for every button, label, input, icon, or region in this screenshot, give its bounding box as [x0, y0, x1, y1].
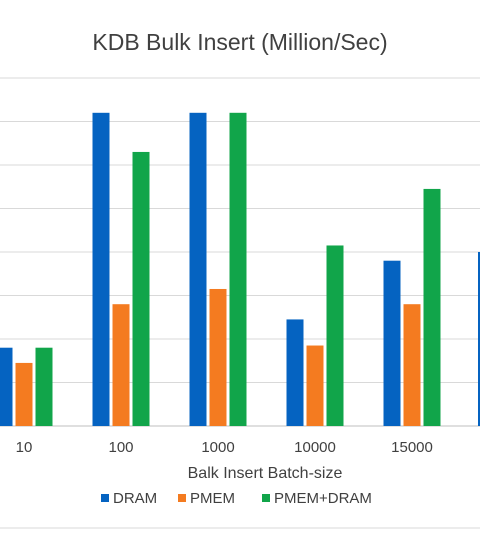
- chart-title: KDB Bulk Insert (Million/Sec): [92, 29, 387, 55]
- x-tick-label: 10: [16, 439, 33, 456]
- bar-pmem-15000: [403, 304, 421, 426]
- bar-dram-15000: [383, 260, 401, 426]
- bars: [0, 112, 480, 427]
- legend-swatch: [101, 494, 109, 502]
- bar-dram-10: [0, 347, 13, 426]
- x-axis-label: Balk Insert Batch-size: [188, 465, 343, 482]
- bar-pmem-100: [112, 304, 130, 426]
- bar-pmem-dram-10000: [326, 245, 344, 426]
- bar-pmem-dram-10: [35, 347, 53, 426]
- legend-swatch: [178, 494, 186, 502]
- bar-dram-10000: [286, 319, 304, 426]
- bar-dram-100: [92, 112, 110, 427]
- x-tick-label: 15000: [391, 439, 433, 456]
- x-tick-labels: 10 100 1000 10000 15000: [16, 439, 433, 456]
- bar-dram-1000: [189, 112, 207, 427]
- bar-dram-cropped: [478, 252, 480, 426]
- x-tick-label: 10000: [294, 439, 336, 456]
- bar-pmem-dram-1000: [229, 112, 247, 427]
- legend: DRAM PMEM PMEM+DRAM: [101, 490, 372, 507]
- legend-label: PMEM+DRAM: [274, 490, 372, 507]
- legend-label: DRAM: [113, 490, 157, 507]
- x-tick-label: 1000: [201, 439, 234, 456]
- legend-swatch: [262, 494, 270, 502]
- bar-pmem-1000: [209, 288, 227, 426]
- bar-pmem-dram-15000: [423, 188, 441, 426]
- bar-pmem-dram-100: [132, 151, 150, 426]
- x-tick-label: 100: [108, 439, 133, 456]
- bar-pmem-10: [15, 362, 33, 426]
- legend-label: PMEM: [190, 490, 235, 507]
- bar-pmem-10000: [306, 345, 324, 426]
